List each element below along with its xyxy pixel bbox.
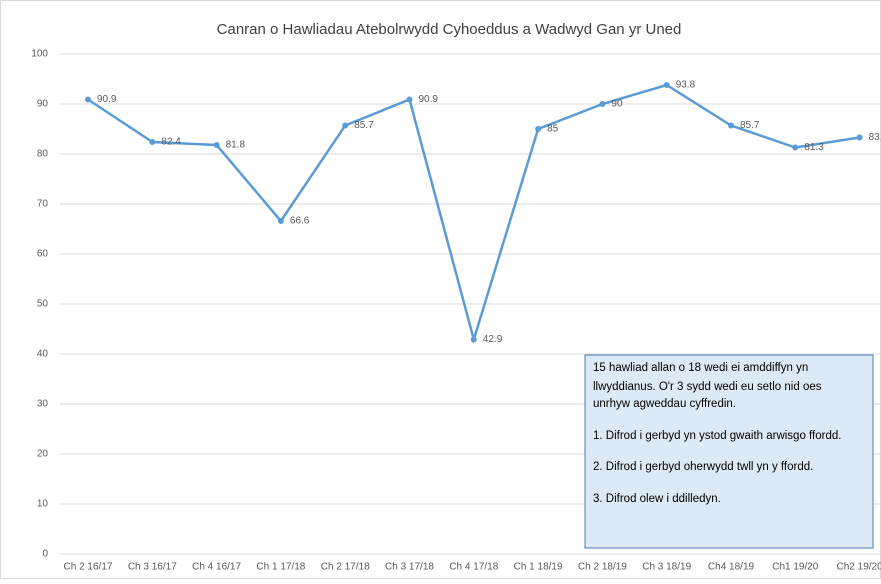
data-point	[792, 144, 799, 151]
y-tick-label: 100	[31, 49, 48, 60]
x-tick-label: Ch 2 18/19	[578, 562, 627, 573]
data-label: 85.7	[354, 120, 374, 131]
data-label: 85.7	[740, 120, 760, 131]
x-tick-label: Ch4 18/19	[708, 562, 755, 573]
y-tick-label: 60	[37, 249, 49, 260]
annotation-text: 15 hawliad allan o 18 wedi ei amddiffyn …	[593, 362, 808, 374]
data-point	[663, 82, 670, 88]
data-point	[470, 336, 477, 343]
y-tick-label: 40	[37, 349, 49, 360]
annotation-box	[584, 354, 874, 549]
data-point	[149, 139, 156, 145]
x-tick-label: Ch 4 17/18	[449, 562, 498, 573]
data-label: 81.8	[226, 140, 246, 151]
data-label: 90	[611, 99, 623, 110]
x-tick-label: Ch 3 16/17	[128, 562, 177, 573]
annotation-text: 2. Difrod i gerbyd oherwydd twll yn y ff…	[593, 461, 813, 473]
annotation-text: llwyddianus. O'r 3 sydd wedi eu setlo ni…	[593, 381, 822, 393]
y-tick-label: 10	[37, 499, 49, 510]
y-tick-label: 70	[37, 199, 49, 210]
data-point	[342, 122, 349, 129]
data-point	[85, 96, 91, 103]
annotation-text: 1. Difrod i gerbyd yn ystod gwaith arwis…	[593, 430, 841, 442]
y-tick-label: 20	[37, 449, 49, 460]
y-tick-label: 80	[37, 149, 49, 160]
data-label: 90.9	[97, 94, 117, 105]
data-label: 93.8	[676, 80, 696, 91]
data-point	[213, 142, 220, 148]
x-tick-label: Ch2 19/20	[837, 562, 881, 573]
data-point	[728, 122, 734, 129]
x-tick-label: Ch1 19/20	[772, 562, 819, 573]
y-tick-label: 30	[37, 399, 49, 410]
x-tick-label: Ch 3 17/18	[385, 562, 434, 573]
annotation-text: unrhyw agweddau cyffredin.	[593, 398, 736, 410]
data-point	[406, 96, 413, 103]
x-tick-label: Ch 2 16/17	[64, 562, 113, 573]
data-label: 81.3	[804, 142, 824, 153]
x-tick-label: Ch 1 17/18	[256, 562, 305, 573]
data-point	[856, 134, 863, 141]
x-tick-label: Ch 4 16/17	[192, 562, 241, 573]
y-tick-label: 90	[37, 99, 49, 110]
data-label: 66.6	[290, 216, 310, 227]
data-label: 83.3	[869, 132, 881, 143]
data-label: 85	[547, 124, 559, 135]
y-tick-label: 50	[37, 299, 49, 310]
data-label: 42.9	[483, 334, 503, 345]
y-tick-label: 0	[42, 549, 48, 560]
x-tick-label: Ch 3 18/19	[642, 562, 691, 573]
x-tick-label: Ch 2 17/18	[321, 562, 370, 573]
data-label: 90.9	[419, 94, 439, 105]
x-tick-label: Ch 1 18/19	[514, 562, 563, 573]
data-point	[599, 101, 606, 107]
data-label: 82.4	[161, 137, 181, 148]
data-point	[535, 126, 542, 132]
data-point	[277, 218, 284, 224]
annotation-text: 3. Difrod olew i ddilledyn.	[593, 493, 721, 505]
chart-title: Canran o Hawliadau Atebolrwydd Cyhoeddus…	[217, 21, 682, 38]
